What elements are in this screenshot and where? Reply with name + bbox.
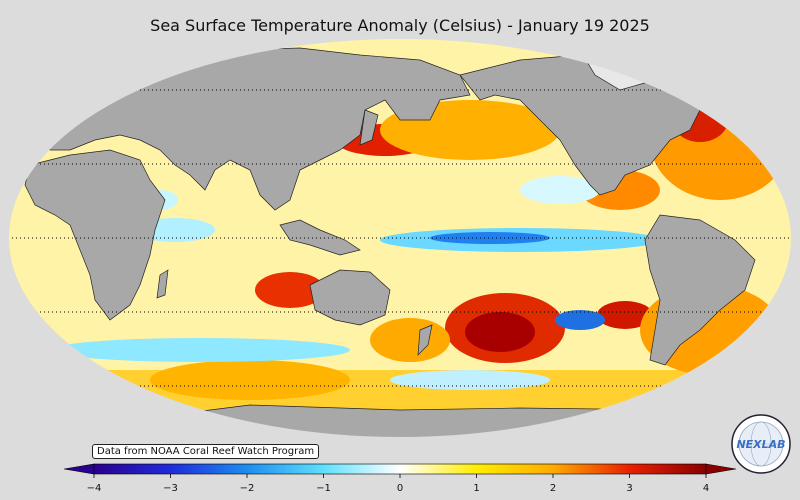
- colorbar-tick-label: 2: [549, 483, 557, 494]
- cool-anomaly-southern-pacific: [390, 370, 550, 390]
- colorbar-tick-label: 0: [396, 483, 404, 494]
- colorbar-tick-label: −4: [86, 483, 102, 494]
- cool-anomaly-southern-ocean: [50, 338, 350, 362]
- globe-outline: [7, 37, 793, 439]
- land-madagascar: [156, 269, 169, 299]
- warm-anomaly-indian-ocean: [255, 272, 325, 308]
- sst-anomaly-map: [7, 37, 793, 439]
- colorbar-tick-label: −1: [316, 483, 331, 494]
- cool-anomaly-southeast-pacific: [555, 310, 605, 330]
- land-australia: [309, 269, 391, 326]
- land-south-america: [644, 214, 756, 366]
- warm-anomaly-southern-indian: [150, 360, 350, 400]
- land-new-zealand: [417, 324, 433, 356]
- land-antarctica: [119, 404, 701, 438]
- colorbar-tick-label: 3: [626, 483, 633, 494]
- colorbar-extend-min: [63, 463, 95, 475]
- logo-text: NEXLAB: [736, 438, 785, 451]
- colorbar-tick-label: 1: [473, 483, 480, 494]
- data-credit: Data from NOAA Coral Reef Watch Program: [92, 444, 320, 459]
- colorbar: [63, 463, 737, 478]
- cool-anomaly-central-pacific: [520, 176, 600, 204]
- warm-anomaly-east-pacific: [597, 301, 653, 329]
- colorbar-tick-label: 4: [702, 483, 710, 494]
- land-japan: [359, 109, 379, 146]
- colorbar-extend-max: [705, 463, 737, 475]
- warm-anomaly-sw-pacific: [370, 318, 450, 362]
- colorbar-gradient: [93, 463, 707, 475]
- colorbar-tick-label: −2: [239, 483, 255, 494]
- map-title: Sea Surface Temperature Anomaly (Celsius…: [150, 16, 650, 35]
- latitude-gridlines: [8, 89, 792, 387]
- land-africa: [24, 149, 166, 321]
- land-eurasia: [39, 47, 471, 211]
- nexlab-globe-logo: NEXLAB: [731, 414, 791, 474]
- cool-anomaly-equatorial-core: [430, 232, 550, 244]
- colorbar-ticks: [93, 474, 707, 478]
- colorbar-tick-label: −3: [163, 483, 178, 494]
- warm-anomaly-south-pacific-core: [465, 312, 535, 352]
